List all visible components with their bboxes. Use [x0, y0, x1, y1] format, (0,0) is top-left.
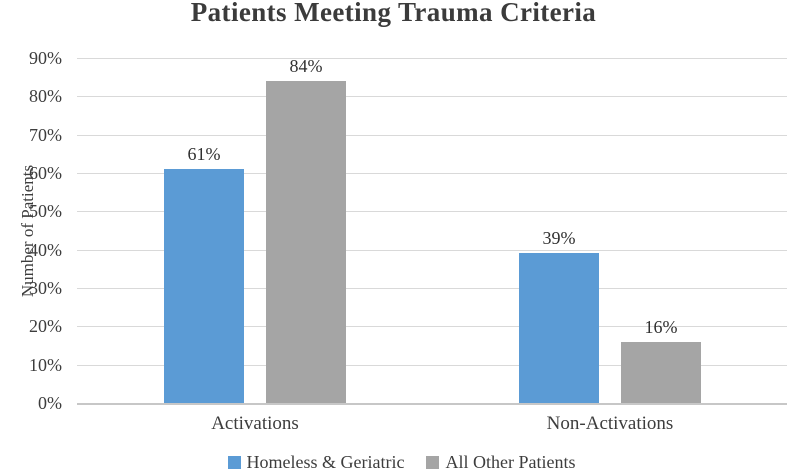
- x-category-label: Activations: [211, 413, 299, 434]
- gridline: [77, 96, 787, 97]
- value-label: 84%: [289, 56, 323, 76]
- bar-non-activations-1: [621, 342, 701, 403]
- y-tick-label: 10%: [29, 355, 62, 375]
- y-tick-label: 50%: [29, 201, 62, 221]
- gridline: [77, 250, 787, 251]
- y-tick-label: 80%: [29, 86, 62, 106]
- legend-label: Homeless & Geriatric: [246, 452, 405, 472]
- value-label: 16%: [644, 317, 678, 337]
- bar-non-activations-0: [519, 253, 599, 403]
- bar-activations-1: [266, 81, 346, 403]
- y-tick-label: 20%: [29, 316, 62, 336]
- legend-swatch: [426, 456, 440, 469]
- gridline: [77, 326, 787, 327]
- legend: Homeless & Geriatric All Other Patients: [8, 452, 787, 473]
- value-label: 61%: [187, 144, 221, 164]
- x-category-label: Non-Activations: [546, 413, 674, 434]
- gridline: [77, 365, 787, 366]
- y-tick-label: 30%: [29, 278, 62, 298]
- gridline: [77, 135, 787, 136]
- gridline: [77, 211, 787, 212]
- chart-title: Patients Meeting Trauma Criteria: [190, 0, 597, 27]
- x-axis-line: [77, 403, 787, 405]
- legend-label: All Other Patients: [445, 452, 576, 472]
- y-tick-label: 90%: [29, 48, 62, 68]
- legend-item: All Other Patients: [426, 452, 575, 473]
- legend-item: Homeless & Geriatric: [227, 452, 405, 473]
- value-label: 39%: [542, 228, 576, 248]
- y-tick-label: 70%: [29, 125, 62, 145]
- gridline: [77, 58, 787, 59]
- legend-swatch: [227, 456, 241, 469]
- gridline: [77, 173, 787, 174]
- gridline: [77, 288, 787, 289]
- bar-activations-0: [164, 169, 244, 403]
- y-tick-label: 0%: [38, 393, 62, 413]
- y-tick-label: 60%: [29, 163, 62, 183]
- y-tick-label: 40%: [29, 240, 62, 260]
